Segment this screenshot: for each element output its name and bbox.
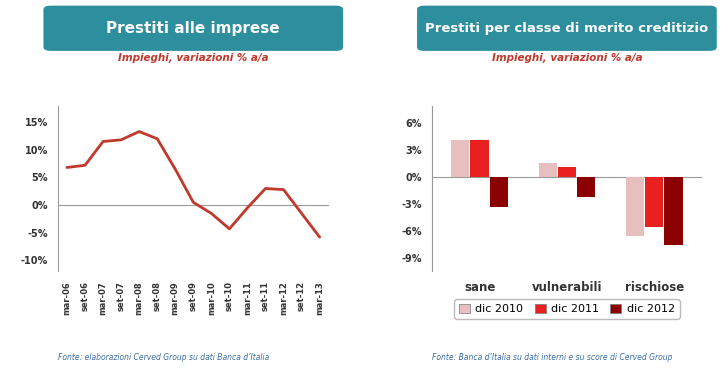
Legend: dic 2010, dic 2011, dic 2012: dic 2010, dic 2011, dic 2012: [454, 299, 680, 319]
Bar: [471, 139, 489, 177]
Text: Prestiti per classe di merito creditizio: Prestiti per classe di merito creditizio: [425, 22, 709, 35]
Bar: [626, 177, 644, 236]
Bar: [539, 163, 557, 177]
Bar: [577, 177, 595, 197]
Bar: [451, 139, 469, 177]
Text: Fonte: elaborazioni Cerved Group su dati Banca d’Italia: Fonte: elaborazioni Cerved Group su dati…: [58, 353, 269, 362]
Text: Impieghi, variazioni % a/a: Impieghi, variazioni % a/a: [118, 54, 269, 63]
Bar: [557, 167, 576, 177]
Bar: [665, 177, 683, 245]
Text: Prestiti alle imprese: Prestiti alle imprese: [106, 21, 280, 36]
Text: Impieghi, variazioni % a/a: Impieghi, variazioni % a/a: [492, 54, 642, 63]
Text: Fonte: Banca d’Italia su dati interni e su score di Cerved Group: Fonte: Banca d’Italia su dati interni e …: [432, 353, 672, 362]
Bar: [645, 177, 663, 227]
Bar: [489, 177, 508, 207]
